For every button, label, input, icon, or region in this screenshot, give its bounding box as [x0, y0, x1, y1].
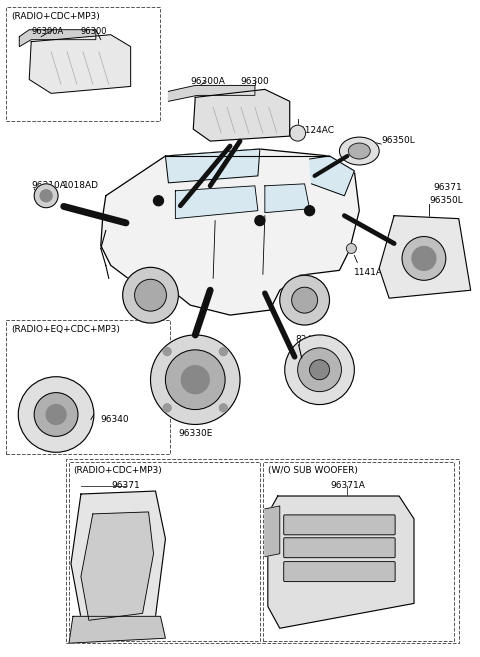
Polygon shape [101, 149, 360, 315]
Text: 96371: 96371 [434, 183, 463, 192]
Circle shape [412, 246, 436, 270]
Bar [6, 7, 160, 121]
Polygon shape [166, 149, 260, 183]
Text: 82472: 82472 [296, 335, 324, 344]
Polygon shape [168, 85, 255, 101]
Text: 96310A: 96310A [31, 181, 66, 190]
FancyBboxPatch shape [284, 562, 395, 581]
Circle shape [163, 404, 171, 412]
Text: 96300A: 96300A [190, 78, 225, 87]
Polygon shape [265, 184, 310, 213]
Circle shape [166, 350, 225, 409]
FancyBboxPatch shape [284, 538, 395, 558]
Text: 96350L: 96350L [429, 196, 463, 205]
Polygon shape [175, 186, 258, 219]
Ellipse shape [339, 137, 379, 165]
Bar [69, 463, 260, 641]
Text: 1018AD: 1018AD [63, 181, 99, 190]
Text: 96371: 96371 [111, 481, 140, 490]
Text: 1141AC: 1141AC [354, 268, 389, 277]
Text: 96371A: 96371A [330, 481, 365, 490]
Bar [66, 459, 459, 643]
Polygon shape [310, 156, 354, 196]
Polygon shape [71, 491, 166, 628]
Text: 96330E: 96330E [179, 430, 213, 438]
Circle shape [34, 184, 58, 208]
Circle shape [40, 190, 52, 202]
Polygon shape [81, 512, 154, 620]
Circle shape [292, 287, 318, 313]
Polygon shape [268, 496, 414, 628]
Polygon shape [19, 30, 96, 47]
Circle shape [154, 196, 164, 206]
Polygon shape [29, 35, 131, 93]
Circle shape [18, 376, 94, 452]
Text: 96300: 96300 [81, 27, 108, 35]
Circle shape [255, 215, 265, 225]
Circle shape [123, 267, 179, 323]
Circle shape [134, 279, 167, 311]
Circle shape [163, 348, 171, 355]
Bar [263, 463, 454, 641]
Ellipse shape [348, 143, 370, 159]
Text: (RADIO+EQ+CDC+MP3): (RADIO+EQ+CDC+MP3) [12, 325, 120, 334]
Circle shape [310, 360, 329, 380]
Polygon shape [69, 616, 166, 643]
Polygon shape [379, 215, 471, 298]
Circle shape [290, 125, 306, 141]
Circle shape [219, 404, 228, 412]
Circle shape [46, 405, 66, 424]
Circle shape [402, 237, 446, 281]
FancyBboxPatch shape [284, 515, 395, 535]
Text: (RADIO+CDC+MP3): (RADIO+CDC+MP3) [12, 12, 100, 21]
Text: (W/O SUB WOOFER): (W/O SUB WOOFER) [268, 466, 358, 475]
Circle shape [34, 393, 78, 436]
Circle shape [219, 348, 228, 355]
Text: 96340A: 96340A [318, 352, 352, 361]
Text: 96300A: 96300A [31, 27, 63, 35]
Text: 96300: 96300 [240, 78, 269, 87]
Bar [6, 320, 170, 454]
Circle shape [280, 275, 329, 325]
Circle shape [298, 348, 341, 392]
Text: (RADIO+CDC+MP3): (RADIO+CDC+MP3) [73, 466, 162, 475]
Text: 96340: 96340 [101, 415, 130, 424]
Circle shape [305, 206, 314, 215]
Circle shape [151, 335, 240, 424]
Circle shape [181, 366, 209, 394]
Circle shape [347, 244, 356, 254]
Polygon shape [265, 506, 280, 556]
Polygon shape [193, 89, 290, 141]
Text: 96350L: 96350L [381, 136, 415, 145]
Circle shape [285, 335, 354, 405]
Text: 1124AC: 1124AC [300, 126, 335, 135]
